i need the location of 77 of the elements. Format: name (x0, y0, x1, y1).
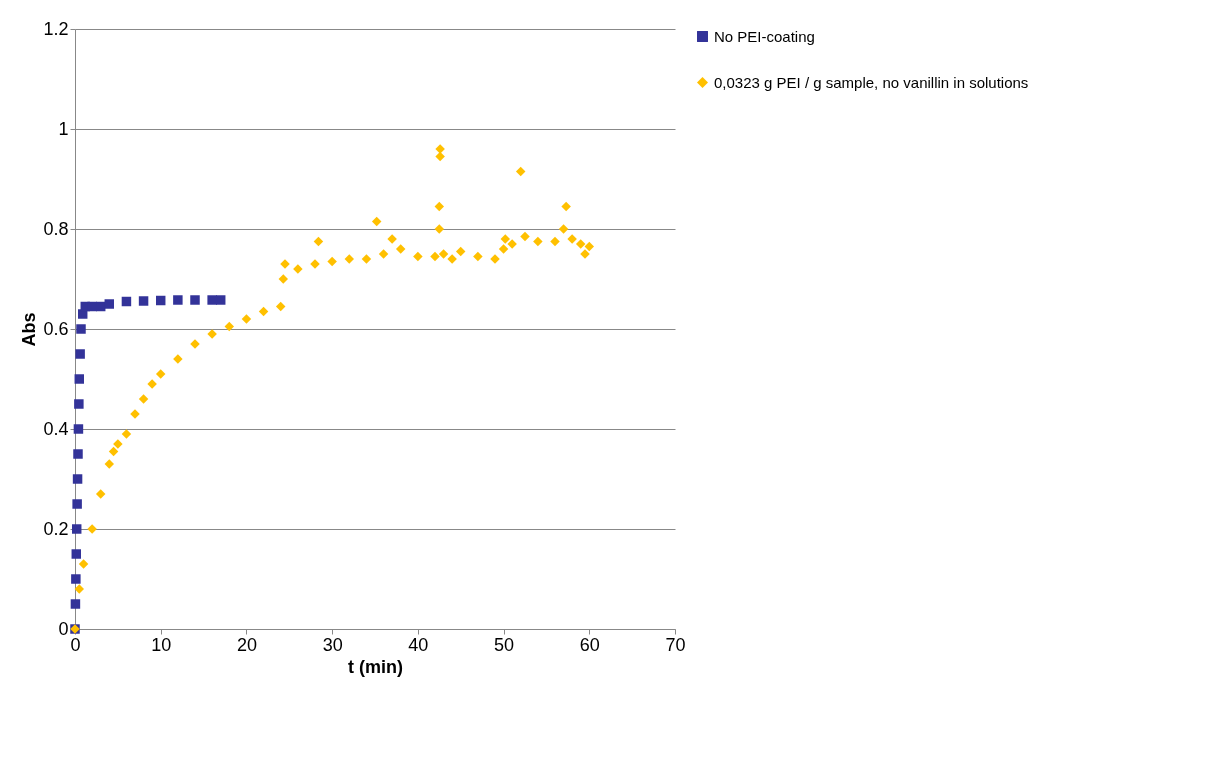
x-tick-label: 70 (665, 634, 686, 655)
point (74, 399, 84, 409)
point (155, 369, 166, 379)
point (435, 151, 445, 162)
x-tick-label: 10 (151, 634, 172, 655)
y-tick-label: 1.2 (43, 18, 69, 39)
point (224, 321, 235, 332)
x-tick-label: 40 (408, 634, 429, 655)
point (104, 299, 115, 309)
point (498, 244, 509, 254)
point (434, 224, 445, 234)
point (207, 295, 217, 305)
point (121, 429, 132, 439)
point (95, 301, 106, 312)
point (327, 256, 337, 267)
point (71, 574, 81, 584)
point (438, 249, 449, 259)
point (455, 246, 466, 257)
y-tick-label: 0.2 (43, 518, 69, 539)
point (74, 374, 85, 384)
y-tick-label: 1 (58, 118, 69, 139)
point (72, 499, 82, 509)
point (108, 446, 119, 457)
x-tick-label: 30 (322, 634, 343, 655)
point (73, 449, 83, 459)
point (138, 394, 149, 404)
legend-label: No PEI-coating (714, 27, 815, 45)
point (241, 314, 252, 324)
point (361, 254, 372, 264)
point (473, 251, 483, 262)
legend-label: 0,0323 g PEI / g sample, no vanillin in solutions (714, 73, 1029, 91)
point (74, 584, 85, 594)
point (550, 236, 560, 247)
point (71, 549, 82, 559)
point (430, 251, 440, 262)
point (313, 236, 324, 247)
x-tick-label: 60 (579, 634, 600, 655)
point (520, 231, 530, 242)
point (95, 489, 106, 499)
y-axis-title: Abs (19, 312, 40, 347)
point (70, 599, 81, 609)
point (561, 201, 571, 212)
point (155, 295, 166, 306)
y-tick-label: 0.6 (43, 318, 69, 339)
point (258, 306, 269, 317)
point (434, 201, 445, 212)
point (278, 274, 289, 284)
point (138, 296, 149, 306)
point (190, 295, 200, 305)
point (584, 241, 595, 252)
point (73, 424, 84, 434)
point (500, 234, 511, 244)
point (533, 236, 543, 247)
point (575, 239, 586, 249)
point (395, 244, 406, 254)
x-tick-label: 50 (494, 634, 515, 655)
y-tick-label: 0.8 (43, 218, 69, 239)
point (121, 296, 132, 307)
point (515, 166, 526, 177)
point (413, 251, 423, 262)
point (72, 474, 83, 484)
point (215, 295, 226, 305)
point (76, 324, 86, 334)
y-tick-label: 0.4 (43, 418, 69, 439)
point (344, 254, 355, 264)
point (104, 459, 115, 469)
point (275, 301, 286, 312)
point (75, 349, 85, 359)
x-axis-title: t (min) (348, 656, 403, 677)
point (558, 224, 569, 234)
point (371, 216, 382, 227)
point (78, 559, 89, 569)
point (378, 249, 389, 259)
x-tick-label: 20 (236, 634, 257, 655)
point (71, 524, 82, 534)
y-tick-label: 0 (58, 618, 69, 639)
point (173, 295, 183, 305)
